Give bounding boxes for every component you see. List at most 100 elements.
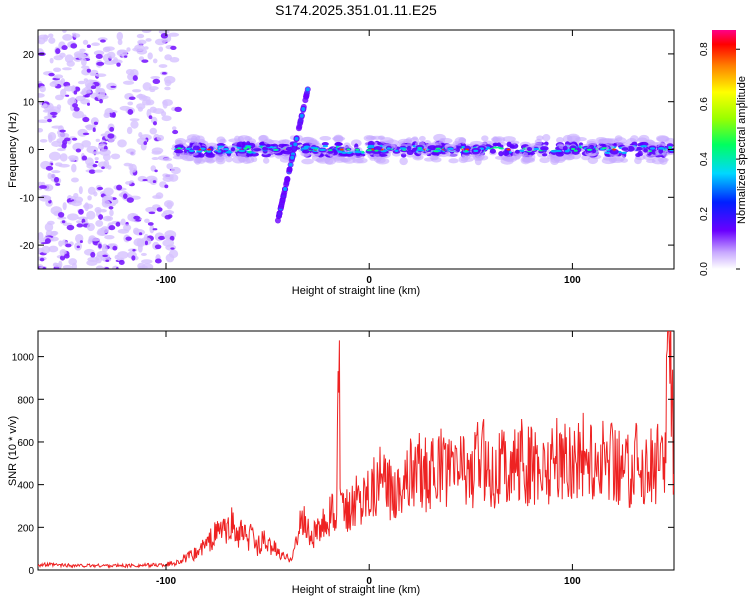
spectrogram-cell (48, 245, 59, 253)
spectrogram-cell (137, 39, 147, 45)
spectrogram-cell (80, 57, 87, 67)
spectrogram-cell (48, 37, 56, 44)
spectrogram-cell (635, 146, 643, 151)
spectrogram-cell (195, 135, 205, 144)
spectrogram-cell (412, 153, 424, 161)
spectrogram-cell (104, 234, 115, 240)
spectrogram-cell (262, 146, 269, 151)
spectrogram-cell (497, 146, 501, 149)
spectrogram-cell (141, 30, 152, 33)
spectrogram-cell (196, 150, 203, 153)
spectrogram-cell (174, 106, 182, 112)
spectrogram-cell (435, 147, 441, 150)
spectrogram-cell (165, 244, 177, 251)
spectrogram-cell (371, 150, 382, 154)
spectrogram-cell (620, 151, 628, 154)
spectrogram-cell (82, 132, 90, 136)
y-tick-label: 20 (23, 50, 35, 61)
spectrogram-cell (448, 158, 459, 164)
spectrogram-cell (105, 259, 110, 262)
spectrogram-cell (529, 153, 536, 161)
spectrogram-cell (148, 115, 153, 120)
spectrogram-cell (59, 129, 66, 133)
spectrogram-cell (198, 153, 205, 158)
spectrogram-cell (81, 90, 92, 94)
spectrogram-cell (98, 161, 108, 168)
spectrogram-cell (553, 155, 566, 164)
spectrogram-cell (72, 142, 84, 152)
spectrogram-cell (123, 224, 132, 232)
spectrogram-cell (49, 81, 58, 87)
spectrogram-cell (102, 254, 108, 258)
y-tick-label: 400 (17, 481, 34, 492)
spectrogram-cell (140, 259, 153, 264)
spectrogram-cell (337, 150, 343, 154)
spectrogram-cell (280, 192, 287, 199)
spectrogram-cell (635, 153, 641, 158)
spectrogram-cell (152, 78, 161, 85)
spectrogram-cell (92, 127, 96, 133)
spectrogram-cell (162, 210, 175, 215)
spectrogram-cell (78, 186, 83, 195)
spectrogram-cell (57, 132, 70, 139)
spectrogram-cell (540, 146, 549, 151)
spectrogram-cell (93, 121, 99, 125)
spectrogram-cell (265, 143, 271, 148)
spectrogram-cell (238, 149, 246, 153)
spectrogram-cell (626, 145, 635, 152)
spectrogram-cell (162, 157, 173, 162)
spectrogram-cell (149, 127, 157, 135)
spectrogram-cell (571, 150, 580, 155)
spectrogram-cell (39, 257, 45, 262)
snr-series-line (38, 331, 674, 569)
spectrogram-cell (53, 55, 64, 61)
spectrogram-cell (172, 126, 177, 131)
spectrogram-cell (206, 158, 215, 164)
spectrogram-cell (664, 137, 674, 145)
spectrogram-cell (55, 48, 61, 55)
spectrogram-cell (131, 255, 136, 261)
spectrogram-cell (638, 134, 650, 143)
spectrogram-cell (99, 88, 106, 97)
spectrogram-cell (225, 151, 233, 154)
spectrogram-cell (116, 184, 123, 191)
spectrogram-cell (48, 134, 53, 143)
spectrogram-cell (162, 99, 168, 109)
spectrogram-cell (346, 148, 351, 151)
spectrogram-cell (492, 146, 499, 149)
spectrogram-cell (142, 179, 148, 182)
spectrogram-cell (164, 86, 171, 91)
spectrogram-cell (152, 58, 158, 64)
spectrogram-cell (130, 120, 139, 129)
spectrogram-cell (138, 56, 145, 61)
spectrogram-cell (108, 206, 114, 210)
spectrogram-cell (127, 101, 134, 106)
spectrogram-cell (399, 147, 407, 150)
spectrogram-cell (106, 216, 112, 221)
spectrogram-cell (164, 79, 172, 87)
spectrogram-cell (188, 149, 195, 153)
spectrogram-cell (90, 237, 101, 242)
spectrogram-cell (581, 154, 591, 161)
spectrogram-cell (278, 203, 285, 210)
spectrogram-cell (99, 209, 107, 213)
spectrogram-cell (344, 153, 354, 157)
spectrogram-cell (82, 116, 90, 123)
spectrogram-cell (95, 53, 103, 59)
spectrogram-cell (55, 183, 61, 186)
spectrogram-cell (75, 95, 86, 102)
spectrogram-cell (61, 67, 72, 71)
spectrogram-cell (97, 186, 104, 191)
spectrogram-cell (237, 155, 249, 162)
spectrogram-cell (174, 144, 184, 149)
spectrogram-cell (80, 65, 90, 70)
spectrogram-cell (192, 145, 201, 151)
spectrogram-cell (103, 187, 114, 196)
spectrogram-cell (95, 73, 107, 77)
spectrogram-cell (38, 231, 44, 241)
spectrogram-cell (61, 45, 68, 51)
spectrogram-cell (76, 245, 80, 249)
spectrogram-cell (72, 33, 81, 38)
spectrogram-cell (158, 46, 164, 52)
spectrogram-cell (318, 148, 327, 152)
